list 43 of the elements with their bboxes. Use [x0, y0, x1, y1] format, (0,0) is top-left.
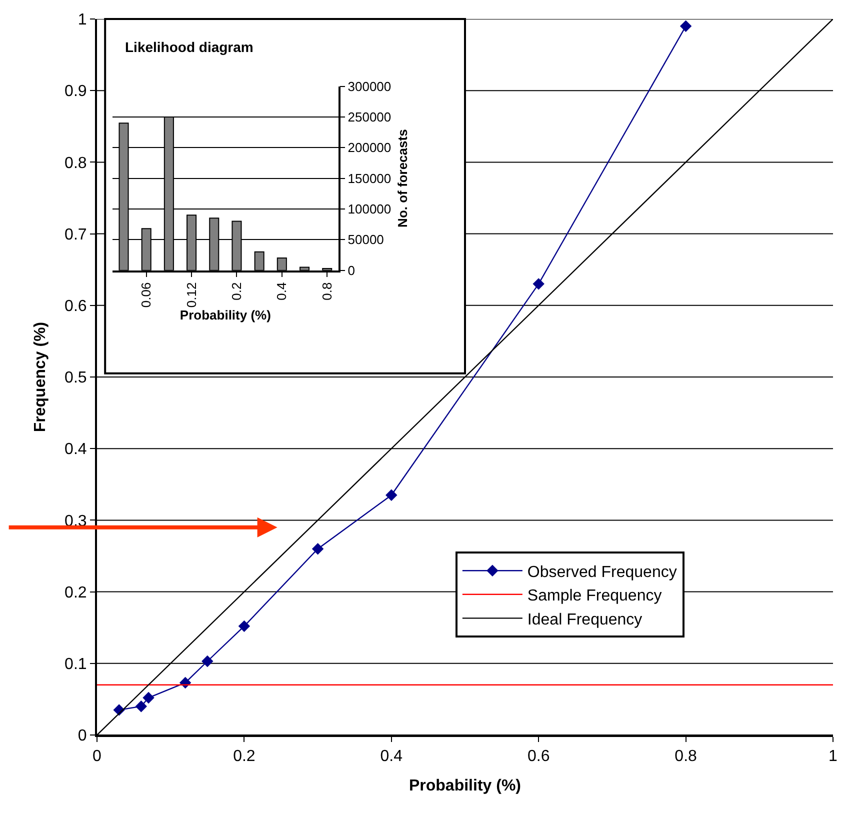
y-tick-label: 300000	[348, 78, 392, 94]
x-tick-label: 0.8	[319, 282, 334, 300]
x-tick-label: 1	[828, 748, 838, 766]
y-tick-label: 0.7	[64, 226, 87, 244]
point	[680, 20, 692, 32]
chart-title: Likelihood diagram	[125, 39, 254, 55]
x-tick-label: 0.2	[228, 282, 244, 300]
y-tick-label: 0.4	[64, 441, 87, 458]
point	[238, 620, 250, 632]
x-tick-label: 0	[92, 748, 102, 766]
x-tick-label: 0.06	[138, 282, 154, 308]
y-tick-label: 1	[78, 12, 87, 29]
y-tick-label: 0.9	[64, 83, 87, 100]
y-tick-label: 0	[78, 728, 87, 745]
y-tick-label: 0.2	[64, 584, 87, 602]
x-tick-label: 0.2	[233, 748, 256, 766]
y-tick-label: 0	[348, 262, 355, 278]
x-tick-label: 0.4	[274, 282, 290, 300]
legend-label: Sample Frequency	[527, 588, 662, 605]
legend-label: Observed Frequency	[527, 564, 677, 581]
point	[135, 700, 148, 712]
y-tick-label: 100000	[348, 202, 392, 217]
y-tick-label: 250000	[348, 110, 392, 125]
point	[202, 655, 214, 668]
legend-label: Ideal Frequency	[527, 611, 642, 628]
y-axis-title: No. of forecasts	[395, 129, 410, 228]
y-tick-label: 0.1	[64, 656, 87, 673]
y-tick-label: 150000	[348, 170, 392, 186]
x-tick-label: 0.4	[380, 748, 403, 766]
y-tick-label: 0.5	[64, 370, 87, 387]
y-tick-label: 0.8	[64, 154, 87, 172]
point	[386, 489, 398, 501]
y-tick-label: 200000	[348, 140, 392, 156]
x-axis-title: Probability (%)	[408, 777, 522, 794]
x-tick-label: 0.6	[527, 748, 550, 766]
point	[312, 542, 324, 555]
point	[532, 278, 544, 290]
x-tick-label: 0.12	[184, 282, 199, 308]
x-axis-title: Probability (%)	[180, 308, 271, 323]
y-tick-label: 50000	[348, 232, 384, 248]
point	[142, 692, 154, 704]
y-axis-title: Frequency (%)	[32, 322, 49, 432]
x-tick-label: 0.8	[674, 748, 698, 766]
